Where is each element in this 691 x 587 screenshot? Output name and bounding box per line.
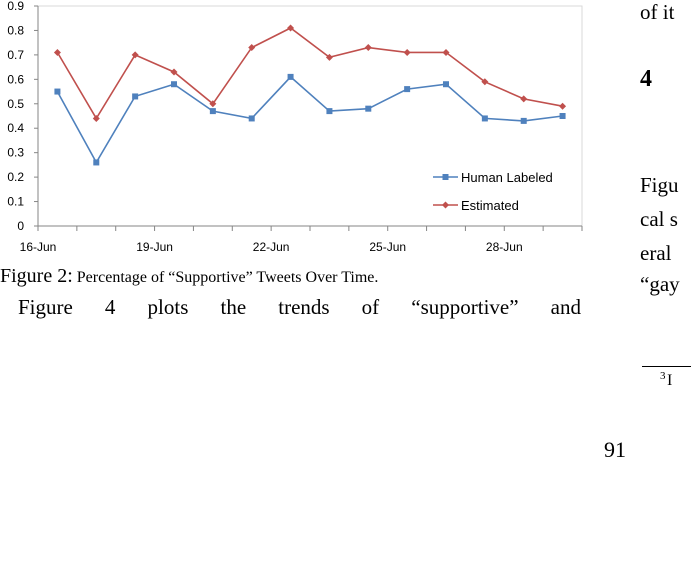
footnote-marker: 3 — [660, 370, 666, 382]
y-tick-label: 0.8 — [7, 23, 24, 37]
plot-area-frame — [37, 5, 583, 227]
data-point — [481, 115, 488, 122]
figure-caption-label: Figure 2: — [0, 265, 73, 287]
y-axis: 0 0.1 0.2 0.3 0.4 0.5 0.6 0.7 0.8 0.9 — [7, 0, 39, 233]
data-point — [209, 108, 216, 115]
x-tick-label: 28-Jun — [486, 240, 523, 254]
y-tick-label: 0.1 — [7, 195, 24, 209]
data-point — [520, 117, 527, 124]
y-tick-label: 0.3 — [7, 146, 24, 160]
series-line — [56, 27, 563, 120]
legend-marker — [442, 201, 449, 209]
data-point — [92, 114, 100, 122]
body-paragraph-line: Figure 4 plots the trends of “supportive… — [18, 295, 581, 319]
data-point — [326, 108, 333, 115]
data-point — [248, 44, 256, 52]
legend-entry: Estimated — [433, 198, 519, 213]
y-tick-label: 0.7 — [7, 48, 24, 62]
data-point — [53, 48, 61, 56]
data-point — [442, 48, 450, 56]
data-point — [209, 100, 217, 108]
data-point — [559, 102, 567, 110]
data-point — [443, 81, 449, 88]
figure-caption: Figure 2: Percentage of “Supportive” Twe… — [0, 265, 378, 288]
legend-entry: Human Labeled — [433, 170, 553, 185]
data-point — [403, 48, 411, 56]
series-group — [53, 24, 567, 166]
data-point — [481, 78, 489, 86]
figure-caption-text: Percentage of “Supportive” Tweets Over T… — [76, 269, 379, 286]
right-column-text-line: eral — [640, 241, 672, 265]
page-number: 91 — [604, 437, 626, 462]
series-human-labeled — [54, 73, 566, 166]
right-column-section-heading: 4 — [640, 66, 652, 92]
data-point — [404, 86, 411, 93]
data-point — [54, 88, 61, 95]
data-point — [364, 44, 372, 52]
data-point — [132, 93, 139, 100]
footnote-text-start: I — [667, 372, 673, 389]
legend-label: Human Labeled — [461, 170, 553, 185]
x-tick-label: 19-Jun — [136, 240, 173, 254]
x-axis: 16-Jun 19-Jun 22-Jun 25-Jun 28-Jun — [20, 225, 583, 254]
y-tick-label: 0.4 — [7, 121, 24, 135]
y-tick-label: 0.9 — [7, 0, 24, 13]
right-column-line-1: of it — [640, 0, 675, 24]
y-tick-label: 0.2 — [7, 170, 24, 184]
legend-marker — [442, 174, 449, 180]
data-point — [325, 53, 333, 61]
data-point — [287, 73, 294, 80]
x-tick-label: 16-Jun — [20, 240, 57, 254]
right-column-text-line: cal s — [640, 207, 678, 231]
series-line — [56, 75, 563, 165]
data-point — [131, 51, 139, 59]
supportive-tweets-line-chart: 0 0.1 0.2 0.3 0.4 0.5 0.6 0.7 0.8 0.9 16-Jun 19-Ju… — [7, 0, 583, 254]
x-tick-label: 25-Jun — [369, 240, 406, 254]
data-point — [365, 105, 372, 112]
right-column-text-line: Figu — [640, 173, 679, 197]
legend-label: Estimated — [461, 198, 519, 213]
data-point — [93, 159, 100, 166]
data-point — [520, 95, 528, 103]
y-tick-label: 0 — [17, 219, 24, 233]
data-point — [287, 24, 295, 32]
chart-legend: Human Labeled Estimated — [433, 170, 553, 213]
data-point — [559, 113, 566, 119]
data-point — [248, 115, 255, 122]
data-point — [171, 81, 177, 88]
x-tick-label: 22-Jun — [253, 240, 290, 254]
y-tick-label: 0.6 — [7, 72, 24, 86]
right-column-text-line: “gay — [640, 272, 680, 296]
data-point — [170, 68, 178, 76]
y-tick-label: 0.5 — [7, 97, 24, 111]
footnote-rule — [642, 366, 691, 367]
series-estimated — [53, 24, 567, 122]
